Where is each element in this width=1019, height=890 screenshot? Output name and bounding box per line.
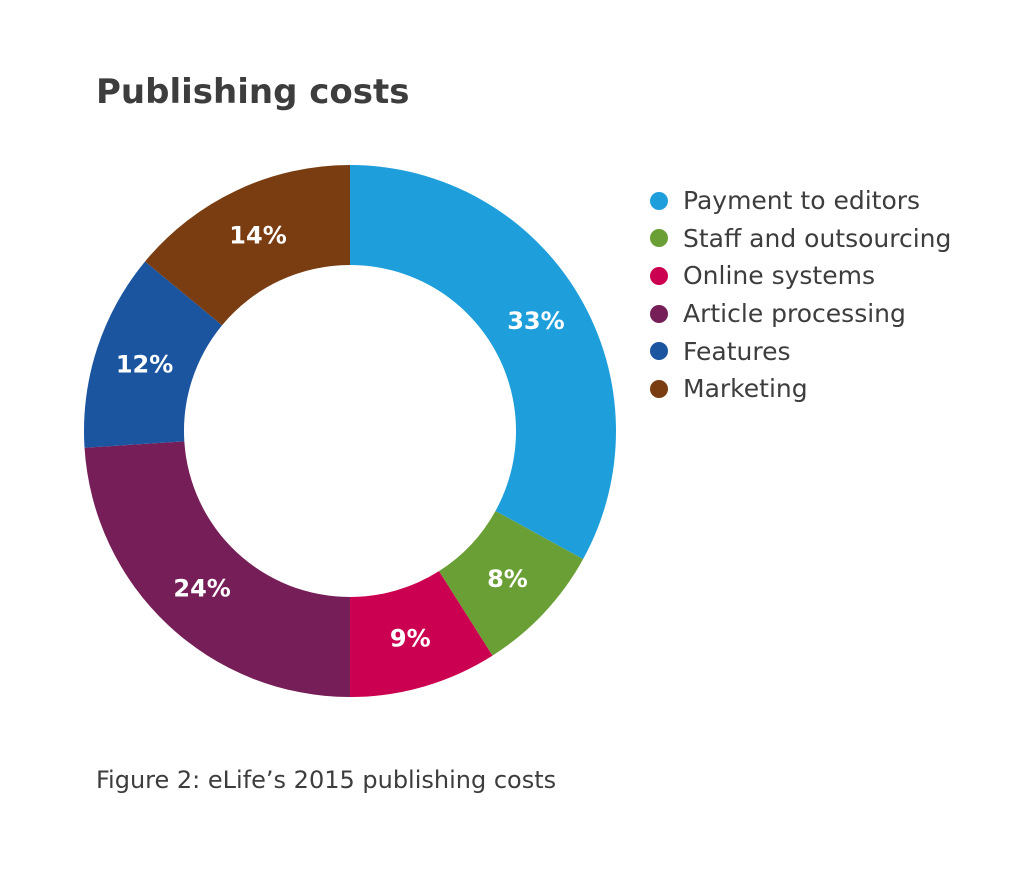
- slice-article-processing: [84, 441, 350, 697]
- chart-title: Publishing costs: [96, 72, 410, 112]
- slice-label: 8%: [487, 565, 528, 593]
- slice-online-systems: [350, 571, 493, 697]
- legend-label: Marketing: [683, 374, 808, 404]
- legend-label: Online systems: [683, 261, 875, 291]
- slice-marketing: [145, 165, 350, 326]
- legend-item: Features: [650, 332, 951, 370]
- slice-label: 14%: [229, 222, 286, 250]
- legend-label: Features: [683, 336, 791, 366]
- slice-staff-and-outsourcing: [438, 510, 584, 656]
- legend-swatch: [650, 266, 668, 285]
- slice-label: 9%: [390, 624, 431, 652]
- legend-label: Article processing: [683, 299, 906, 329]
- slice-payment-to-editors: [350, 165, 616, 560]
- legend-swatch: [650, 191, 668, 210]
- slice-label: 12%: [116, 350, 173, 378]
- slice-label: 33%: [507, 307, 564, 335]
- chart-legend: Payment to editors Staff and outsourcing O…: [650, 182, 951, 408]
- slice-label: 24%: [173, 574, 230, 602]
- legend-item: Staff and outsourcing: [650, 220, 951, 258]
- legend-swatch: [650, 342, 668, 361]
- legend-item: Online systems: [650, 257, 951, 295]
- legend-label: Staff and outsourcing: [683, 223, 952, 253]
- figure-caption: Figure 2: eLife’s 2015 publishing costs: [96, 766, 557, 794]
- legend-swatch: [650, 379, 668, 398]
- slice-features: [84, 261, 223, 448]
- donut-chart: 33% 8% 9% 24% 12% 14%: [84, 165, 616, 697]
- legend-swatch: [650, 304, 668, 323]
- legend-item: Article processing: [650, 295, 951, 333]
- legend-label: Payment to editors: [683, 186, 921, 216]
- legend-item: Payment to editors: [650, 182, 951, 220]
- legend-item: Marketing: [650, 370, 951, 408]
- legend-swatch: [650, 229, 668, 248]
